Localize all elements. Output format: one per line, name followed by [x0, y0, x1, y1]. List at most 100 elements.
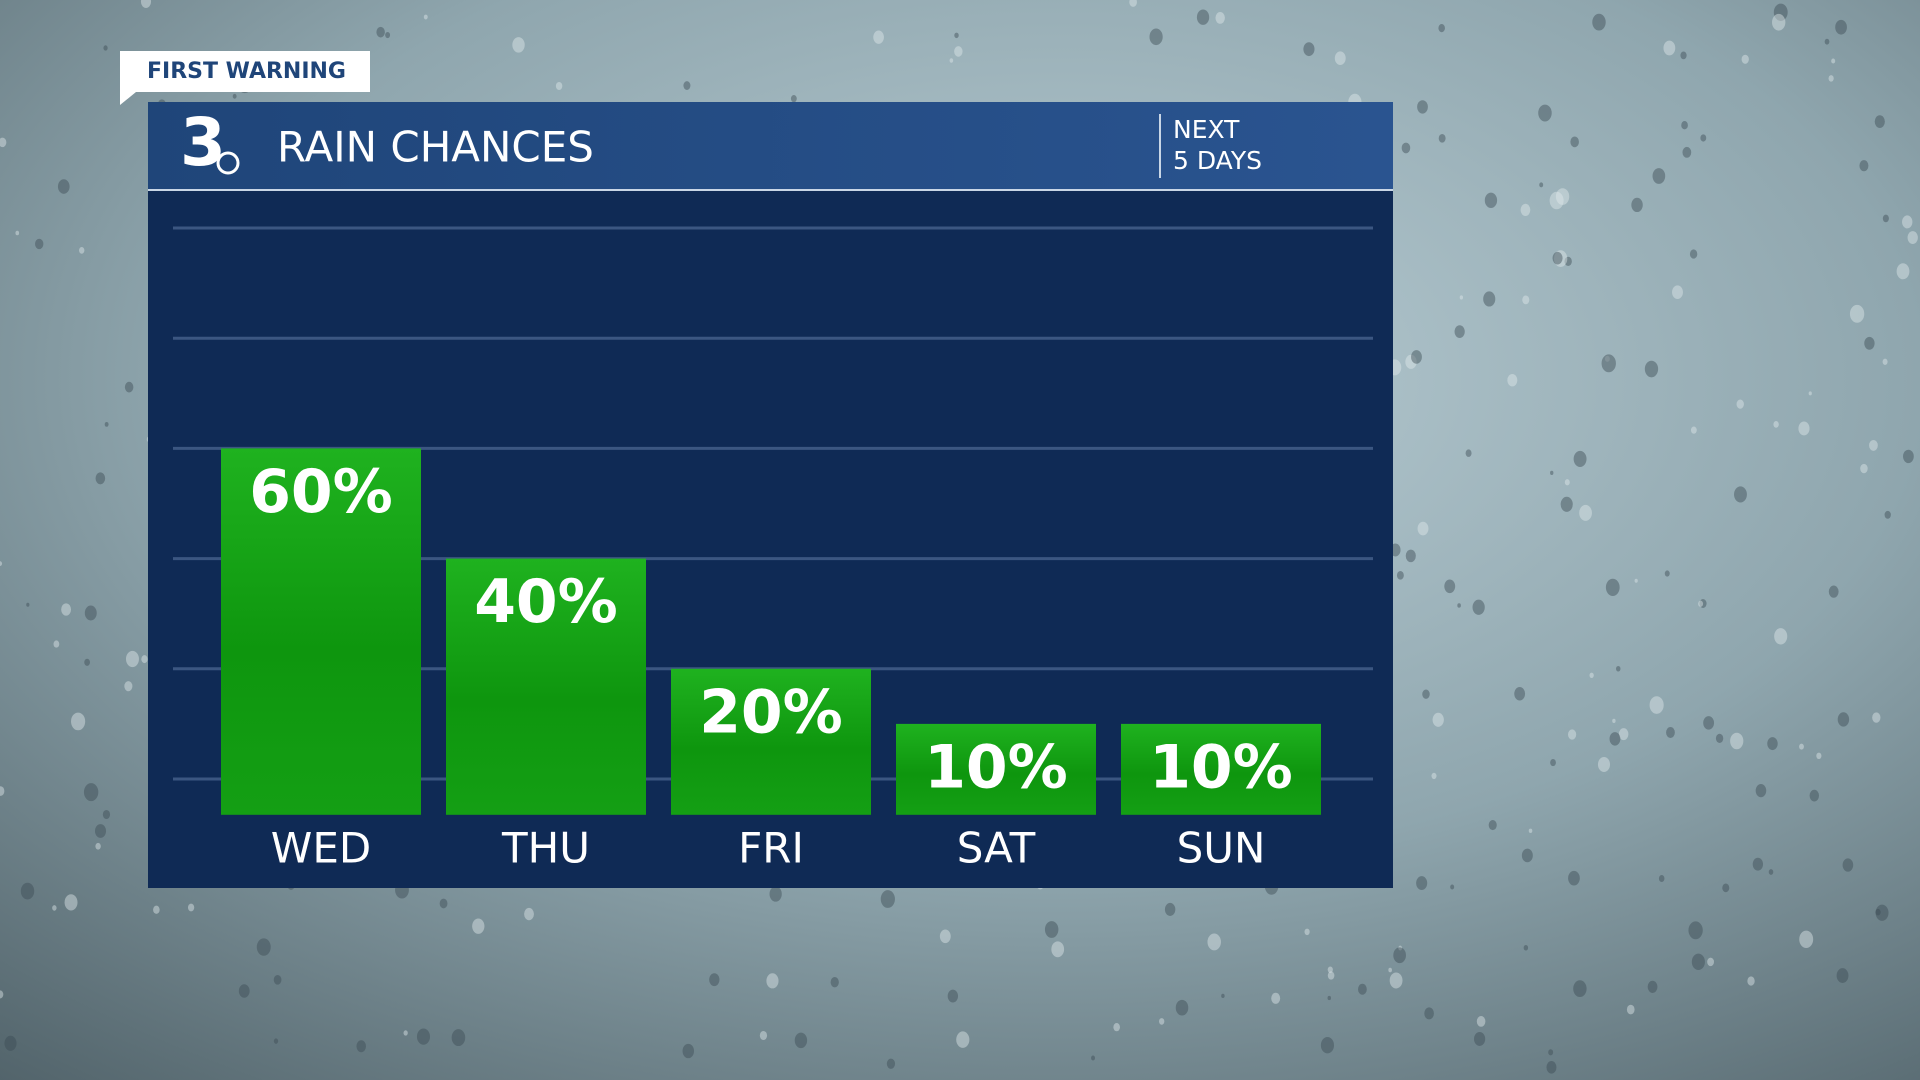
drop [1514, 687, 1526, 701]
drop [1874, 115, 1885, 128]
drop [256, 938, 271, 956]
drop [385, 31, 391, 39]
drop [1488, 819, 1497, 831]
drop [35, 238, 44, 250]
drop [1401, 142, 1411, 154]
drop [1828, 75, 1834, 82]
value-label: 60% [249, 457, 393, 527]
drop [830, 976, 839, 988]
drop [1755, 784, 1767, 798]
drop [1091, 1055, 1096, 1061]
drop [1768, 869, 1774, 875]
drop [1634, 578, 1638, 583]
drop [1663, 40, 1676, 56]
drop [1570, 136, 1579, 148]
drop [1320, 1037, 1335, 1054]
drop [94, 824, 107, 838]
drop [1626, 1004, 1635, 1015]
drop [1523, 944, 1529, 951]
tag-box [120, 51, 370, 92]
drop [709, 973, 720, 987]
drop [1752, 857, 1764, 871]
drop [124, 681, 133, 692]
drop [1616, 665, 1621, 672]
tag: FIRST WARNING [147, 59, 346, 84]
drop [1597, 756, 1611, 773]
drop [1882, 358, 1888, 365]
drop [1552, 251, 1563, 265]
drop [1304, 928, 1310, 936]
drop [1271, 992, 1281, 1004]
drop [1691, 953, 1705, 971]
drop [451, 1029, 466, 1047]
drop [886, 1058, 896, 1069]
drop [769, 886, 782, 902]
drop [1664, 570, 1670, 577]
drop [1703, 716, 1715, 730]
drop [1573, 450, 1587, 467]
drop [1416, 876, 1428, 890]
drop [238, 984, 250, 998]
bar [671, 668, 871, 815]
drop [759, 1030, 768, 1041]
drop [683, 81, 691, 90]
drop [1773, 3, 1788, 21]
drop [1398, 945, 1403, 951]
drop [766, 973, 779, 989]
drop [1690, 426, 1697, 434]
bar [221, 448, 421, 815]
drop [1824, 38, 1830, 45]
x-tick-label: SUN [1177, 824, 1266, 873]
drop [682, 1043, 695, 1059]
drop [1528, 828, 1533, 834]
drop [1681, 121, 1688, 130]
drop [1507, 373, 1518, 387]
drop [1647, 980, 1658, 993]
drop [1808, 391, 1812, 396]
drop [1689, 249, 1698, 259]
drop [1698, 600, 1704, 607]
drop [1358, 983, 1367, 995]
drop [232, 93, 237, 99]
drop [1649, 696, 1664, 714]
drop [1699, 599, 1707, 608]
drop [1483, 291, 1496, 307]
drop [1907, 231, 1918, 245]
drop [4, 1035, 17, 1051]
drop [15, 230, 20, 236]
drop [790, 95, 797, 103]
tag-tail [120, 88, 136, 105]
drop [1882, 214, 1889, 223]
drop [1604, 355, 1610, 362]
drop [1799, 743, 1804, 750]
drop [1722, 883, 1730, 893]
drop [1555, 188, 1570, 205]
drop [403, 1030, 408, 1036]
drop [95, 842, 101, 850]
drop [1903, 449, 1914, 464]
drop [1707, 957, 1715, 967]
drop [1207, 933, 1221, 951]
drop [1682, 146, 1692, 158]
x-tick-label: SAT [957, 824, 1036, 873]
drop [1550, 470, 1554, 475]
drop [273, 1038, 279, 1044]
bar [446, 558, 646, 815]
drop [1902, 215, 1913, 229]
drop [1432, 712, 1444, 727]
drop [1875, 904, 1889, 921]
drop [1327, 995, 1332, 1001]
drop [1113, 1022, 1120, 1032]
drop [1129, 0, 1137, 7]
drop [57, 179, 70, 194]
drop [1149, 28, 1163, 46]
drop [1388, 967, 1392, 973]
drop [873, 30, 884, 44]
drop [1773, 420, 1779, 428]
drop [95, 472, 106, 485]
drop [949, 58, 954, 63]
drop [84, 605, 97, 621]
subtitle-line: 5 DAYS [1173, 146, 1262, 175]
drop [83, 783, 99, 802]
